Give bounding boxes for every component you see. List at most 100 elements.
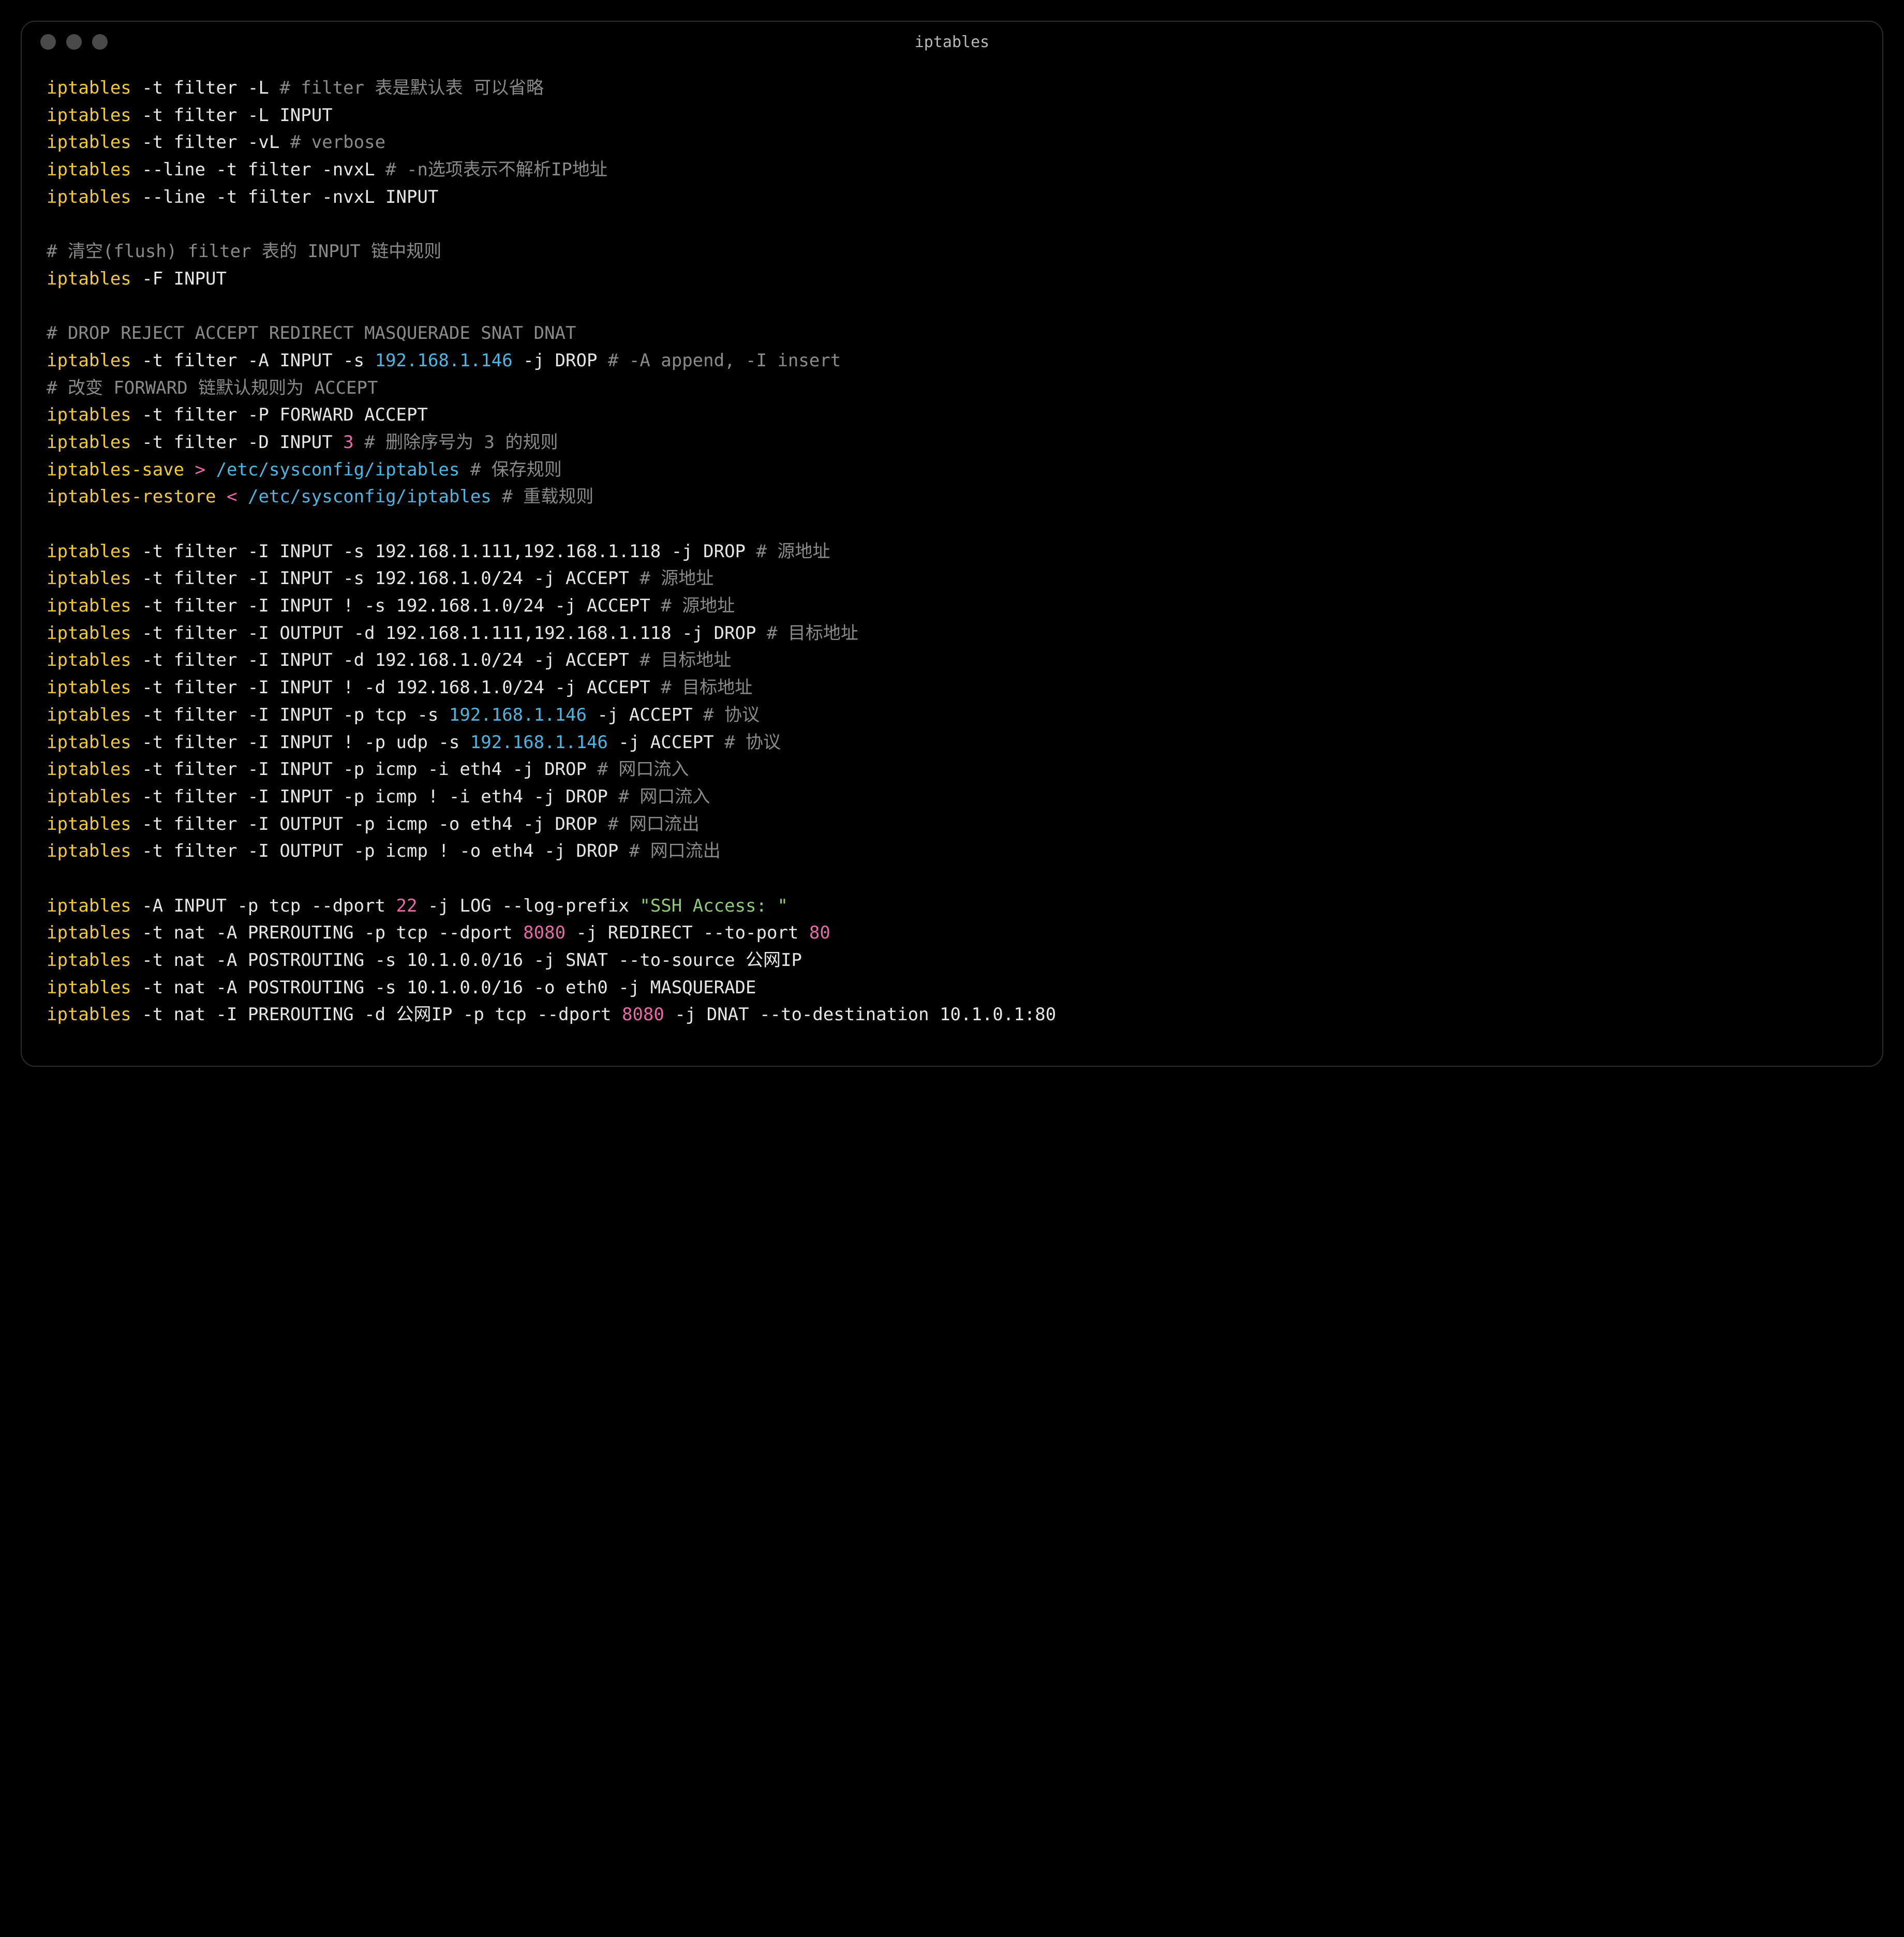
traffic-lights — [40, 34, 108, 50]
code-token: -t filter -I INPUT -p icmp -i eth4 -j DR… — [131, 759, 598, 780]
code-token: # DROP REJECT ACCEPT REDIRECT MASQUERADE… — [47, 323, 576, 344]
code-token: -t filter -I INPUT ! -d 192.168.1.0/24 -… — [131, 677, 661, 698]
code-token: -j ACCEPT — [608, 732, 724, 753]
code-token: -t filter -I INPUT ! -p udp -s — [131, 732, 470, 753]
code-token: 192.168.1.146 — [375, 350, 513, 371]
code-line: iptables --line -t filter -nvxL INPUT — [47, 184, 1857, 211]
code-token: < — [227, 486, 237, 507]
code-token: iptables — [47, 269, 131, 289]
code-token: iptables — [47, 896, 131, 916]
code-token: iptables — [47, 159, 131, 180]
code-line — [47, 865, 1857, 892]
code-token: # 网口流入 — [618, 786, 710, 807]
code-token: iptables — [47, 922, 131, 943]
code-token: -t filter -I INPUT -p tcp -s — [131, 705, 449, 725]
code-line: iptables -t filter -P FORWARD ACCEPT — [47, 401, 1857, 429]
code-token: iptables — [47, 650, 131, 671]
code-line: iptables -t nat -A PREROUTING -p tcp --d… — [47, 919, 1857, 947]
code-line: iptables -t filter -I INPUT ! -d 192.168… — [47, 674, 1857, 702]
code-token: -j ACCEPT — [587, 705, 703, 725]
code-token: -j REDIRECT --to-port — [566, 922, 809, 943]
code-token — [354, 432, 364, 453]
code-token: 22 — [396, 896, 418, 916]
code-token: -t filter -A INPUT -s — [131, 350, 375, 371]
code-token — [459, 459, 470, 480]
code-line: iptables -t filter -I OUTPUT -d 192.168.… — [47, 620, 1857, 647]
code-line: iptables -t nat -A POSTROUTING -s 10.1.0… — [47, 947, 1857, 974]
code-token: -j DNAT --to-destination 10.1.0.1:80 — [664, 1004, 1056, 1025]
code-line: iptables -t filter -I INPUT -s 192.168.1… — [47, 565, 1857, 592]
code-token: 192.168.1.146 — [449, 705, 587, 725]
code-token: iptables — [47, 950, 131, 971]
code-token: # 网口流出 — [629, 841, 721, 861]
code-line: # 改变 FORWARD 链默认规则为 ACCEPT — [47, 375, 1857, 402]
code-token: # 目标地址 — [767, 623, 858, 644]
code-token: iptables — [47, 814, 131, 835]
code-token: -t filter -I OUTPUT -p icmp ! -o eth4 -j… — [131, 841, 629, 861]
code-token: 8080 — [622, 1004, 664, 1025]
code-token: iptables — [47, 78, 131, 98]
code-token: iptables — [47, 841, 131, 861]
code-line — [47, 511, 1857, 538]
code-line: iptables -t filter -L # filter 表是默认表 可以省… — [47, 74, 1857, 102]
code-line: iptables -t filter -L INPUT — [47, 102, 1857, 129]
code-line: # DROP REJECT ACCEPT REDIRECT MASQUERADE… — [47, 320, 1857, 347]
code-token: iptables — [47, 1004, 131, 1025]
zoom-icon[interactable] — [92, 34, 108, 50]
code-token: # 改变 FORWARD 链默认规则为 ACCEPT — [47, 378, 378, 398]
code-token: iptables-restore — [47, 486, 216, 507]
code-token: -A INPUT -p tcp --dport — [131, 896, 396, 916]
code-token: 8080 — [523, 922, 566, 943]
code-token: # filter 表是默认表 可以省略 — [279, 78, 544, 98]
code-token: -t filter -I INPUT ! -s 192.168.1.0/24 -… — [131, 595, 661, 616]
code-token: iptables — [47, 405, 131, 425]
code-line: iptables -A INPUT -p tcp --dport 22 -j L… — [47, 892, 1857, 920]
code-token: 192.168.1.146 — [470, 732, 608, 753]
terminal-window: iptables iptables -t filter -L # filter … — [21, 21, 1883, 1067]
code-token: -t filter -I INPUT -s 192.168.1.0/24 -j … — [131, 568, 640, 589]
code-token: -t filter -I OUTPUT -d 192.168.1.111,192… — [131, 623, 767, 644]
code-line — [47, 293, 1857, 320]
code-line: iptables -t filter -I INPUT ! -p udp -s … — [47, 729, 1857, 756]
code-token: # -n选项表示不解析IP地址 — [385, 159, 607, 180]
code-line: iptables -F INPUT — [47, 265, 1857, 293]
code-line: iptables --line -t filter -nvxL # -n选项表示… — [47, 156, 1857, 184]
close-icon[interactable] — [40, 34, 56, 50]
code-line: iptables -t filter -I INPUT -p icmp -i e… — [47, 756, 1857, 783]
code-line: iptables -t filter -I OUTPUT -p icmp -o … — [47, 811, 1857, 838]
code-token — [184, 459, 195, 480]
minimize-icon[interactable] — [66, 34, 82, 50]
code-token: -t filter -L INPUT — [131, 105, 333, 126]
code-token: /etc/sysconfig/iptables — [216, 459, 460, 480]
code-token: iptables — [47, 432, 131, 453]
code-token — [237, 486, 247, 507]
code-line — [47, 211, 1857, 238]
code-token: # 删除序号为 3 的规则 — [364, 432, 558, 453]
code-token: iptables — [47, 350, 131, 371]
code-token: # verbose — [290, 132, 385, 153]
code-token: # 源地址 — [661, 595, 735, 616]
code-token: iptables — [47, 705, 131, 725]
code-token — [205, 459, 216, 480]
code-token: /etc/sysconfig/iptables — [248, 486, 492, 507]
code-line: iptables -t nat -A POSTROUTING -s 10.1.0… — [47, 974, 1857, 1002]
code-token: # 协议 — [703, 705, 760, 725]
code-token: # 源地址 — [639, 568, 713, 589]
code-token: -t nat -A POSTROUTING -s 10.1.0.0/16 -o … — [131, 977, 756, 998]
code-line: iptables -t filter -I INPUT -p tcp -s 19… — [47, 702, 1857, 729]
code-token: -t filter -vL — [131, 132, 290, 153]
code-token: iptables — [47, 187, 131, 207]
code-token: # -A append, -I insert — [608, 350, 841, 371]
code-line: iptables -t filter -I INPUT ! -s 192.168… — [47, 592, 1857, 620]
code-token: 3 — [343, 432, 353, 453]
code-line: iptables -t filter -A INPUT -s 192.168.1… — [47, 347, 1857, 375]
code-token: -t filter -I INPUT -p icmp ! -i eth4 -j … — [131, 786, 619, 807]
code-token: iptables — [47, 105, 131, 126]
code-line: iptables -t filter -I OUTPUT -p icmp ! -… — [47, 838, 1857, 865]
code-line: iptables-restore < /etc/sysconfig/iptabl… — [47, 483, 1857, 511]
code-token: -t nat -I PREROUTING -d 公网IP -p tcp --dp… — [131, 1004, 622, 1025]
code-token: iptables — [47, 759, 131, 780]
code-line: iptables -t filter -I INPUT -d 192.168.1… — [47, 647, 1857, 674]
code-token: -t filter -P FORWARD ACCEPT — [131, 405, 428, 425]
code-token: -t filter -L — [131, 78, 280, 98]
